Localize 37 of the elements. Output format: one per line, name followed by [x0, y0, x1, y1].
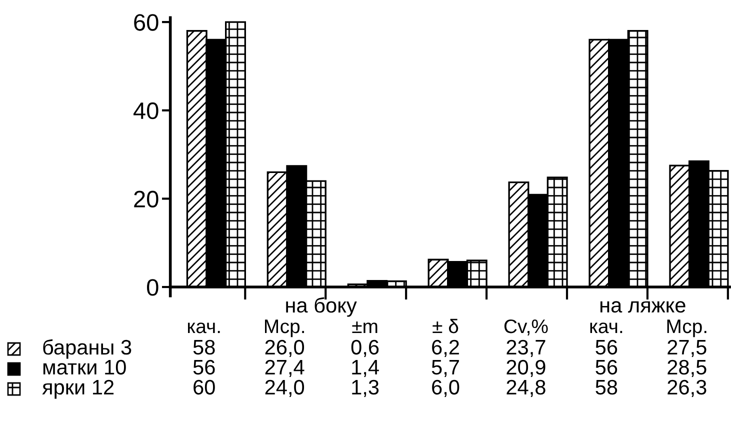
data-label: 6,2: [432, 340, 459, 358]
legend-label: матки 10: [43, 360, 126, 375]
data-label: 6,0: [432, 380, 460, 398]
data-label: 60: [194, 380, 215, 395]
x-tick-label: ± δ: [432, 318, 458, 334]
data-label: 23,7: [506, 340, 546, 358]
x-tick-label: кач.: [590, 322, 622, 334]
y-tick-label: 0: [147, 279, 158, 296]
data-label: 58: [193, 340, 215, 355]
legend-label: ярки 12: [42, 380, 114, 399]
data-label: 27,5: [668, 340, 706, 358]
x-tick-label: ±m: [352, 321, 378, 334]
legend-label: бараны 3: [43, 339, 132, 359]
x-tick-label: Мср.: [667, 320, 706, 338]
data-label: 0,6: [351, 340, 379, 358]
data-label: 26,0: [265, 340, 304, 358]
data-label: 27,4: [265, 360, 304, 378]
data-label: 5,7: [432, 360, 459, 378]
data-label: 24,0: [265, 380, 304, 398]
x-tick-label: Мср.: [265, 320, 304, 338]
data-label: 56: [596, 360, 618, 375]
text: на боку: [286, 297, 357, 317]
y-tick-label: 20: [134, 190, 158, 208]
data-label: 1,3: [352, 380, 379, 398]
data-label: 24,8: [506, 380, 546, 398]
data-label: 26,3: [668, 380, 706, 398]
data-label: 20,9: [506, 360, 546, 378]
y-tick-label: 60: [134, 14, 158, 31]
x-tick-label: Cv,%: [504, 319, 548, 336]
text: на ляжке: [600, 301, 686, 313]
y-tick-label: 40: [133, 102, 158, 120]
data-label: 56: [596, 340, 618, 355]
data-label: 1,4: [352, 360, 379, 378]
data-label: 28,5: [668, 360, 706, 378]
data-label: 56: [193, 360, 215, 375]
x-tick-label: кач.: [188, 322, 220, 334]
data-label: 58: [596, 380, 618, 395]
